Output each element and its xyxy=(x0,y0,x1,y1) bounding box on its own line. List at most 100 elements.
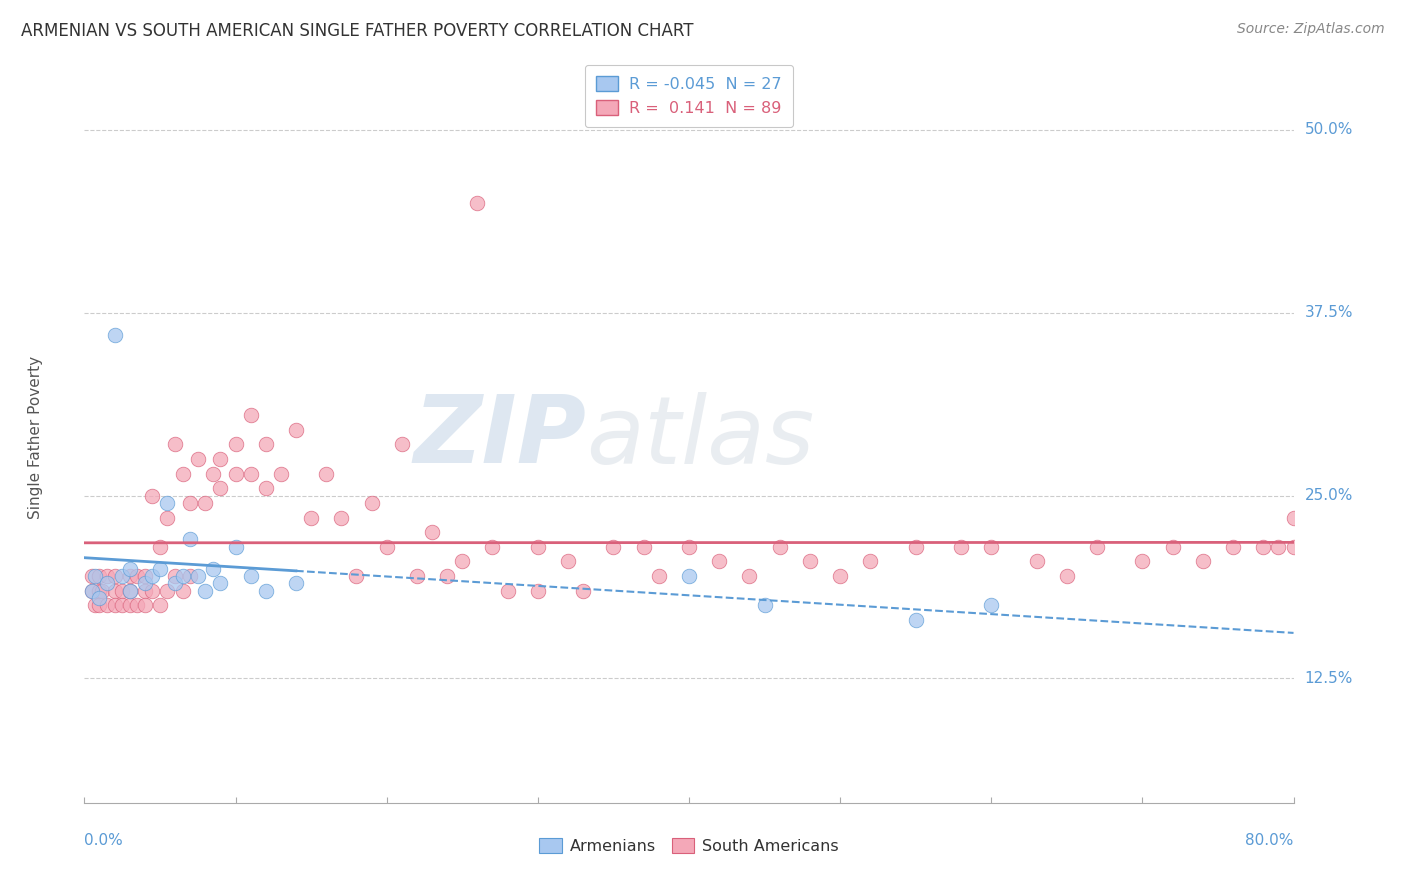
Point xyxy=(980,599,1002,613)
Point xyxy=(91,583,114,598)
Point xyxy=(118,583,141,598)
Point xyxy=(1253,540,1275,554)
Point xyxy=(89,569,111,583)
Point xyxy=(127,599,149,613)
Point xyxy=(104,583,127,598)
Point xyxy=(557,554,579,568)
Point xyxy=(111,583,134,598)
Point xyxy=(254,437,277,451)
Point xyxy=(572,583,595,598)
Text: Single Father Poverty: Single Father Poverty xyxy=(28,356,44,518)
Point xyxy=(127,569,149,583)
Point xyxy=(179,533,201,547)
Point xyxy=(330,510,353,524)
Text: ZIP: ZIP xyxy=(413,391,586,483)
Point xyxy=(496,583,519,598)
Point xyxy=(738,569,761,583)
Point xyxy=(799,554,821,568)
Point xyxy=(104,599,127,613)
Point xyxy=(225,467,247,481)
Point xyxy=(172,467,194,481)
Point xyxy=(179,496,201,510)
Point xyxy=(1192,554,1215,568)
Point xyxy=(89,599,111,613)
Point xyxy=(209,576,232,591)
Point xyxy=(104,327,127,342)
Point xyxy=(194,496,217,510)
Point xyxy=(254,583,277,598)
Text: 0.0%: 0.0% xyxy=(84,833,124,848)
Point xyxy=(904,613,927,627)
Point xyxy=(172,583,194,598)
Point xyxy=(225,540,247,554)
Point xyxy=(1161,540,1184,554)
Point xyxy=(187,452,209,467)
Point xyxy=(602,540,624,554)
Point xyxy=(830,569,852,583)
Point xyxy=(172,569,194,583)
Point xyxy=(149,599,172,613)
Point xyxy=(84,599,107,613)
Point xyxy=(859,554,882,568)
Point xyxy=(299,510,322,524)
Point xyxy=(80,583,103,598)
Point xyxy=(96,569,118,583)
Point xyxy=(1025,554,1047,568)
Point xyxy=(156,510,179,524)
Point xyxy=(239,569,262,583)
Point xyxy=(1130,554,1153,568)
Point xyxy=(315,467,337,481)
Text: 25.0%: 25.0% xyxy=(1305,488,1353,503)
Point xyxy=(149,562,172,576)
Point xyxy=(225,437,247,451)
Point xyxy=(134,569,156,583)
Point xyxy=(270,467,292,481)
Point xyxy=(89,591,111,605)
Point xyxy=(201,562,224,576)
Point xyxy=(420,525,443,540)
Point xyxy=(950,540,973,554)
Point xyxy=(165,569,187,583)
Point xyxy=(980,540,1002,554)
Legend: Armenians, South Americans: Armenians, South Americans xyxy=(533,831,845,861)
Text: 50.0%: 50.0% xyxy=(1305,122,1353,137)
Point xyxy=(375,540,398,554)
Point xyxy=(104,569,127,583)
Point xyxy=(633,540,655,554)
Point xyxy=(134,583,156,598)
Point xyxy=(141,489,163,503)
Point xyxy=(89,583,111,598)
Point xyxy=(118,599,141,613)
Point xyxy=(467,196,489,211)
Point xyxy=(141,583,163,598)
Text: atlas: atlas xyxy=(586,392,814,483)
Point xyxy=(754,599,776,613)
Point xyxy=(80,583,103,598)
Point xyxy=(1282,540,1305,554)
Point xyxy=(209,452,232,467)
Point xyxy=(111,599,134,613)
Point xyxy=(194,583,217,598)
Point xyxy=(118,562,141,576)
Point xyxy=(80,569,103,583)
Point xyxy=(96,599,118,613)
Point xyxy=(149,540,172,554)
Point xyxy=(209,481,232,495)
Point xyxy=(527,540,550,554)
Point xyxy=(134,576,156,591)
Point xyxy=(678,569,700,583)
Text: ARMENIAN VS SOUTH AMERICAN SINGLE FATHER POVERTY CORRELATION CHART: ARMENIAN VS SOUTH AMERICAN SINGLE FATHER… xyxy=(21,22,693,40)
Point xyxy=(118,569,141,583)
Point xyxy=(527,583,550,598)
Point xyxy=(111,569,134,583)
Point xyxy=(156,583,179,598)
Point xyxy=(406,569,429,583)
Point xyxy=(769,540,792,554)
Point xyxy=(436,569,458,583)
Point xyxy=(156,496,179,510)
Point xyxy=(179,569,201,583)
Point xyxy=(709,554,731,568)
Point xyxy=(84,569,107,583)
Point xyxy=(346,569,368,583)
Point xyxy=(285,423,308,437)
